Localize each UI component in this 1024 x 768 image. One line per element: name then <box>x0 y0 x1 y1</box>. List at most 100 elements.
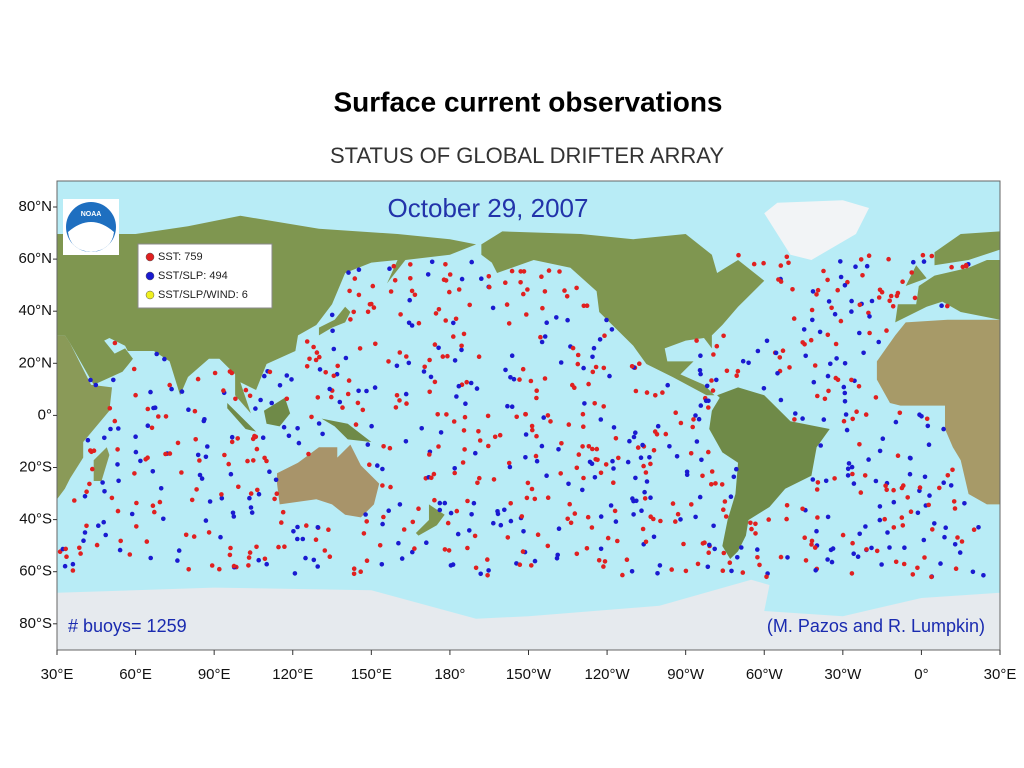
buoy-dot <box>315 525 321 530</box>
buoy-dot <box>723 514 729 519</box>
buoy-dot <box>640 526 646 532</box>
buoy-dot <box>530 427 535 433</box>
legend-label: SST/SLP: 494 <box>158 270 228 282</box>
buoy-dot <box>678 517 683 522</box>
buoy-dot <box>581 303 587 309</box>
buoy-dot <box>891 499 897 505</box>
buoy-dot <box>77 545 82 551</box>
buoy-dot <box>450 562 456 567</box>
buoy-dot <box>876 295 882 300</box>
buoy-dot <box>917 412 922 418</box>
buoy-dot <box>448 510 454 516</box>
buoy-dot <box>360 407 366 413</box>
buoy-dot <box>222 452 227 458</box>
slide-title: Surface current observations <box>333 86 722 117</box>
buoy-dot <box>949 264 954 270</box>
buoy-dot <box>731 474 737 480</box>
buoy-dot <box>869 298 875 304</box>
buoy-dot <box>351 566 357 571</box>
buoy-dot <box>179 470 184 475</box>
buoy-dot <box>900 279 905 285</box>
buoy-dot <box>364 558 370 563</box>
buoy-dot <box>346 378 352 383</box>
buoy-dot <box>642 496 648 501</box>
buoy-dot <box>509 404 515 410</box>
buoy-dot <box>231 514 237 519</box>
buoy-dot <box>96 523 101 528</box>
buoy-dot <box>908 456 913 461</box>
buoy-dot <box>922 555 927 560</box>
buoy-dot <box>462 414 468 420</box>
buoy-dot <box>316 421 322 426</box>
buoy-dot <box>809 538 815 544</box>
buoy-dot <box>521 529 526 534</box>
buoy-dot <box>289 377 294 382</box>
buoy-dot <box>403 439 409 444</box>
buoy-dot <box>70 561 76 567</box>
buoy-dot <box>194 487 199 492</box>
buoy-dot <box>246 555 252 560</box>
buoy-dot <box>604 317 609 323</box>
buoy-dot <box>909 270 914 275</box>
buoy-dot <box>557 269 562 274</box>
buoy-dot <box>162 356 167 362</box>
buoy-dot <box>629 569 635 574</box>
legend-swatch <box>145 252 155 262</box>
buoy-dot <box>176 548 182 553</box>
legend-label: SST/SLP/WIND: 6 <box>158 289 248 301</box>
buoy-dot <box>932 521 937 526</box>
buoy-dot <box>601 365 607 371</box>
buoy-dot <box>613 436 619 441</box>
buoy-dot <box>81 538 86 543</box>
buoy-dot <box>602 333 607 339</box>
buoy-dot <box>603 462 609 467</box>
buoy-dot <box>663 431 669 437</box>
buoy-dot <box>469 512 474 517</box>
buoy-dot <box>565 516 570 522</box>
buoy-dot <box>353 422 359 427</box>
buoy-dot <box>152 509 157 515</box>
buoy-dot <box>873 395 879 400</box>
buoy-dot <box>356 388 361 394</box>
buoy-dot <box>467 528 472 533</box>
buoy-dot <box>408 262 413 267</box>
buoy-dot <box>209 563 215 568</box>
buoy-dot <box>539 339 545 345</box>
buoy-dot <box>331 346 337 352</box>
buoy-dot <box>808 337 814 343</box>
buoy-dot <box>229 439 235 445</box>
buoy-dot <box>633 430 638 436</box>
buoy-dot <box>295 524 300 530</box>
buoy-dot <box>502 507 507 513</box>
buoy-dot <box>247 550 253 555</box>
buoy-dot <box>706 449 711 455</box>
buoy-dot <box>648 495 653 501</box>
buoy-dot <box>720 568 726 573</box>
buoy-dot <box>398 312 403 317</box>
buoy-dot <box>863 412 869 417</box>
buoy-dot <box>959 539 965 544</box>
buoy-dot <box>608 503 614 508</box>
buoy-dot <box>528 378 534 384</box>
buoy-dot <box>117 547 123 553</box>
buoy-dot <box>681 541 686 547</box>
buoy-dot <box>620 572 625 578</box>
buoy-dot <box>258 397 263 403</box>
buoy-dot <box>910 572 916 577</box>
buoy-dot <box>197 472 203 478</box>
buoy-dot <box>544 320 549 326</box>
buoy-dot <box>432 379 438 385</box>
buoy-dot <box>558 471 563 476</box>
buoy-dot <box>100 480 105 485</box>
buoy-dot <box>427 452 432 457</box>
buoy-dot <box>313 357 319 363</box>
buoy-dot <box>380 483 385 488</box>
buoy-dot <box>939 303 944 309</box>
buoy-dot <box>867 330 872 336</box>
buoy-dot <box>821 268 826 274</box>
buoy-dot <box>908 509 914 514</box>
buoy-dot <box>521 269 527 274</box>
buoy-dot <box>101 519 106 525</box>
buoy-dot <box>832 476 837 481</box>
buoy-dot <box>251 458 256 463</box>
